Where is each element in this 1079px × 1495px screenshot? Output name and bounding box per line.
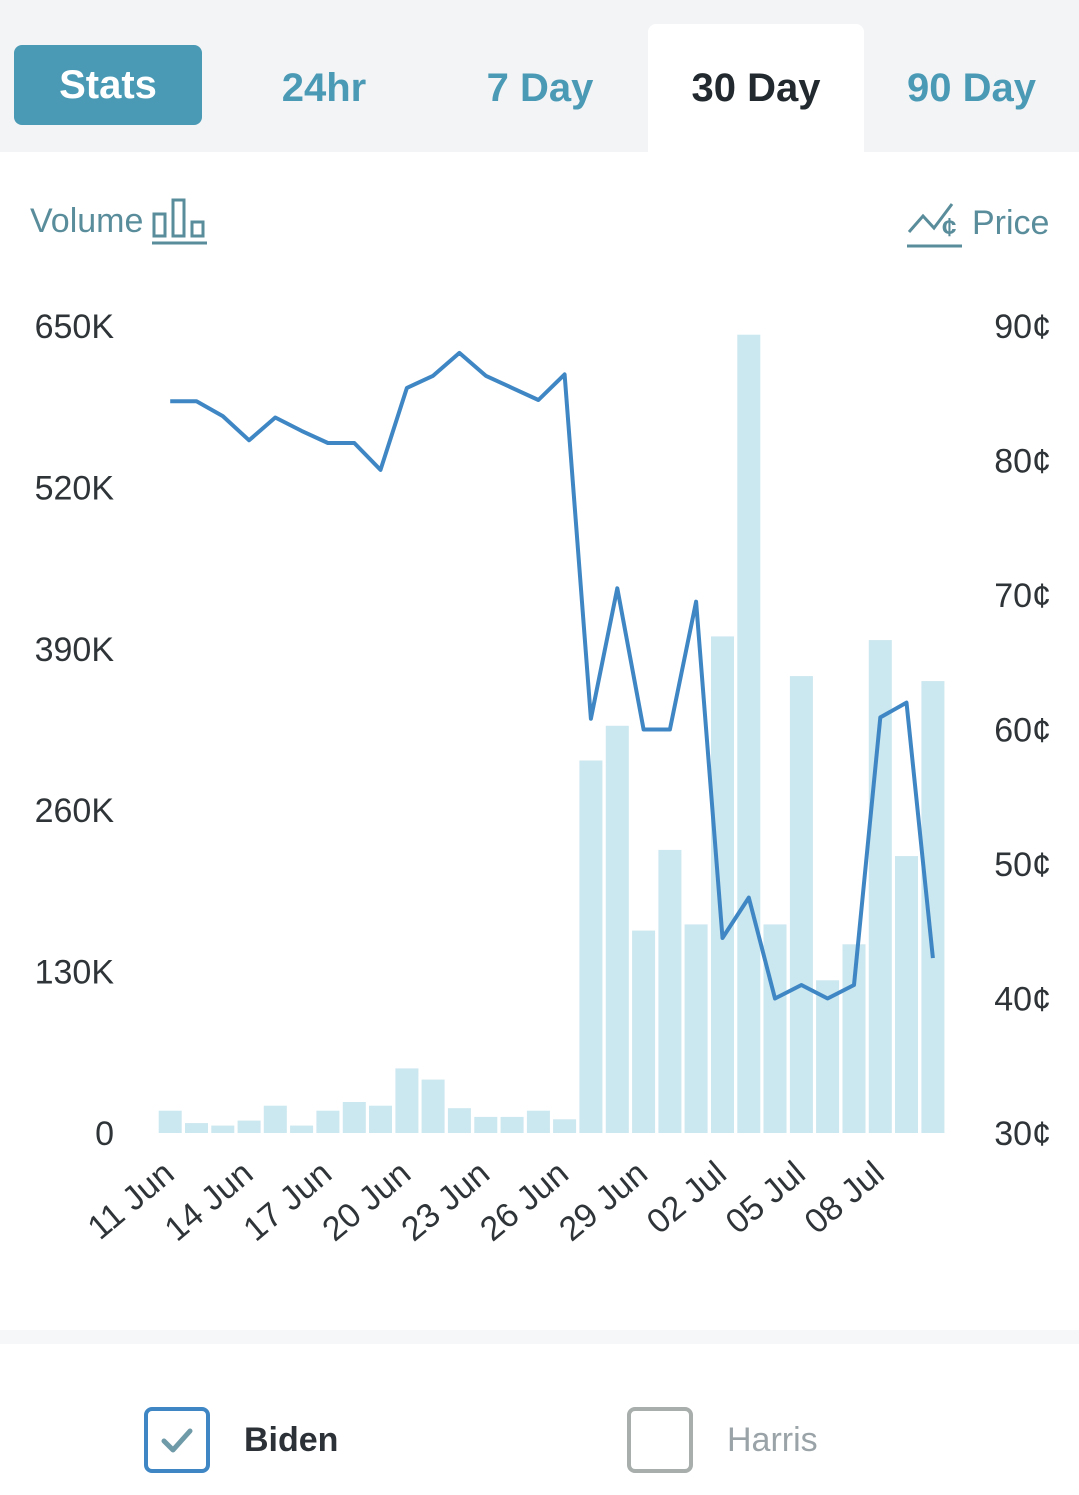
volume-legend: Volume [30,196,209,246]
volume-bar-18-jun [342,1102,366,1133]
volume-bar-27-jun [579,760,603,1133]
tab-7-day[interactable]: 7 Day [486,65,594,110]
volume-bar-06-jul [816,980,840,1133]
x-axis-tick-label: 11 Jun [81,1154,182,1247]
volume-bar-09-jul [895,856,918,1133]
check-icon [161,1428,193,1453]
series-toggle-harris[interactable]: Harris [627,1404,818,1476]
section-divider [0,1330,1079,1344]
volume-bars [158,334,945,1133]
price-legend-label: Price [972,203,1050,242]
bar-chart-icon [152,198,208,245]
volume-bar-19-jun [369,1105,392,1133]
volume-bar-29-jun [632,930,656,1133]
volume-bar-07-jul [842,944,866,1133]
right-axis-tick-label: 70¢ [994,577,1051,615]
volume-bar-25-jun [526,1110,550,1133]
tab-90-day[interactable]: 90 Day [907,65,1036,110]
tab-24hr[interactable]: 24hr [281,65,367,110]
tab-stats[interactable]: Stats [14,45,202,125]
left-axis-ticks: 0 130K 260K 390K 520K 650K [35,308,115,1153]
right-axis-tick-label: 40¢ [994,981,1051,1019]
price-line [170,350,935,1001]
right-axis-tick-label: 60¢ [994,712,1051,750]
volume-bar-22-jun [447,1108,471,1133]
volume-bar-14-jun [237,1120,261,1133]
left-axis-tick-label: 390K [35,631,115,669]
volume-bar-17-jun [316,1110,340,1133]
volume-bar-03-jul [737,334,761,1133]
x-axis-tick-label: 02 Jul [640,1154,734,1241]
left-axis-tick-label: 260K [35,792,115,830]
volume-bar-21-jun [421,1079,445,1133]
right-axis-tick-label: 30¢ [994,1115,1051,1153]
volume-bar-12-jun [185,1123,208,1133]
x-axis-tick-label: 17 Jun [236,1154,339,1249]
x-axis-tick-label: 20 Jun [315,1154,418,1249]
volume-bar-23-jun [474,1116,498,1133]
volume-bar-20-jun [395,1068,419,1133]
svg-text:¢: ¢ [942,212,956,242]
x-axis-tick-label: 26 Jun [473,1154,576,1249]
biden-label: Biden [244,1420,339,1459]
x-axis-tick-label: 29 Jun [552,1154,655,1249]
x-axis-tick-label: 05 Jul [719,1154,813,1241]
volume-bar-10-jul [921,681,945,1133]
volume-bar-13-jun [211,1125,235,1133]
price-trend-icon: ¢ [907,203,962,248]
volume-legend-label: Volume [30,201,144,240]
right-axis-ticks: 30¢ 40¢ 50¢ 60¢ 70¢ 80¢ 90¢ [994,308,1051,1153]
volume-bar-15-jun [263,1105,287,1133]
volume-bar-24-jun [500,1116,524,1133]
series-toggle-biden[interactable]: Biden [144,1404,338,1476]
volume-price-chart: 0 130K 260K 390K 520K 650K 30¢ 40¢ 50¢ 60¢ 70¢ 80¢… [35,308,1051,1249]
harris-checkbox[interactable] [627,1407,693,1473]
left-axis-tick-label: 130K [35,954,115,992]
left-axis-tick-label: 520K [35,469,115,507]
volume-bar-05-jul [789,676,813,1133]
volume-bar-01-jul [684,924,708,1133]
x-axis-tick-label: 23 Jun [394,1154,497,1249]
right-axis-tick-label: 50¢ [994,846,1051,884]
x-axis-tick-label: 14 Jun [158,1154,261,1249]
volume-bar-11-jun [158,1110,182,1133]
left-axis-tick-label: 0 [95,1115,114,1153]
price-legend: ¢ Price [906,196,1049,250]
right-axis-tick-label: 90¢ [994,308,1051,346]
volume-bar-28-jun [605,725,629,1133]
x-axis-tick-label: 08 Jul [798,1154,892,1241]
biden-checkbox[interactable] [144,1407,210,1473]
volume-bar-30-jun [658,849,682,1133]
volume-bar-02-jul [711,636,734,1133]
volume-bar-04-jul [763,924,787,1133]
volume-bar-16-jun [290,1125,314,1133]
timeframe-tabbar: Stats 24hr 7 Day 30 Day 90 Day [0,0,1079,152]
volume-bar-26-jun [553,1119,577,1133]
right-axis-tick-label: 80¢ [994,443,1051,481]
left-axis-tick-label: 650K [35,308,115,346]
tab-30-day[interactable]: 30 Day [648,24,864,152]
harris-label: Harris [727,1420,818,1459]
